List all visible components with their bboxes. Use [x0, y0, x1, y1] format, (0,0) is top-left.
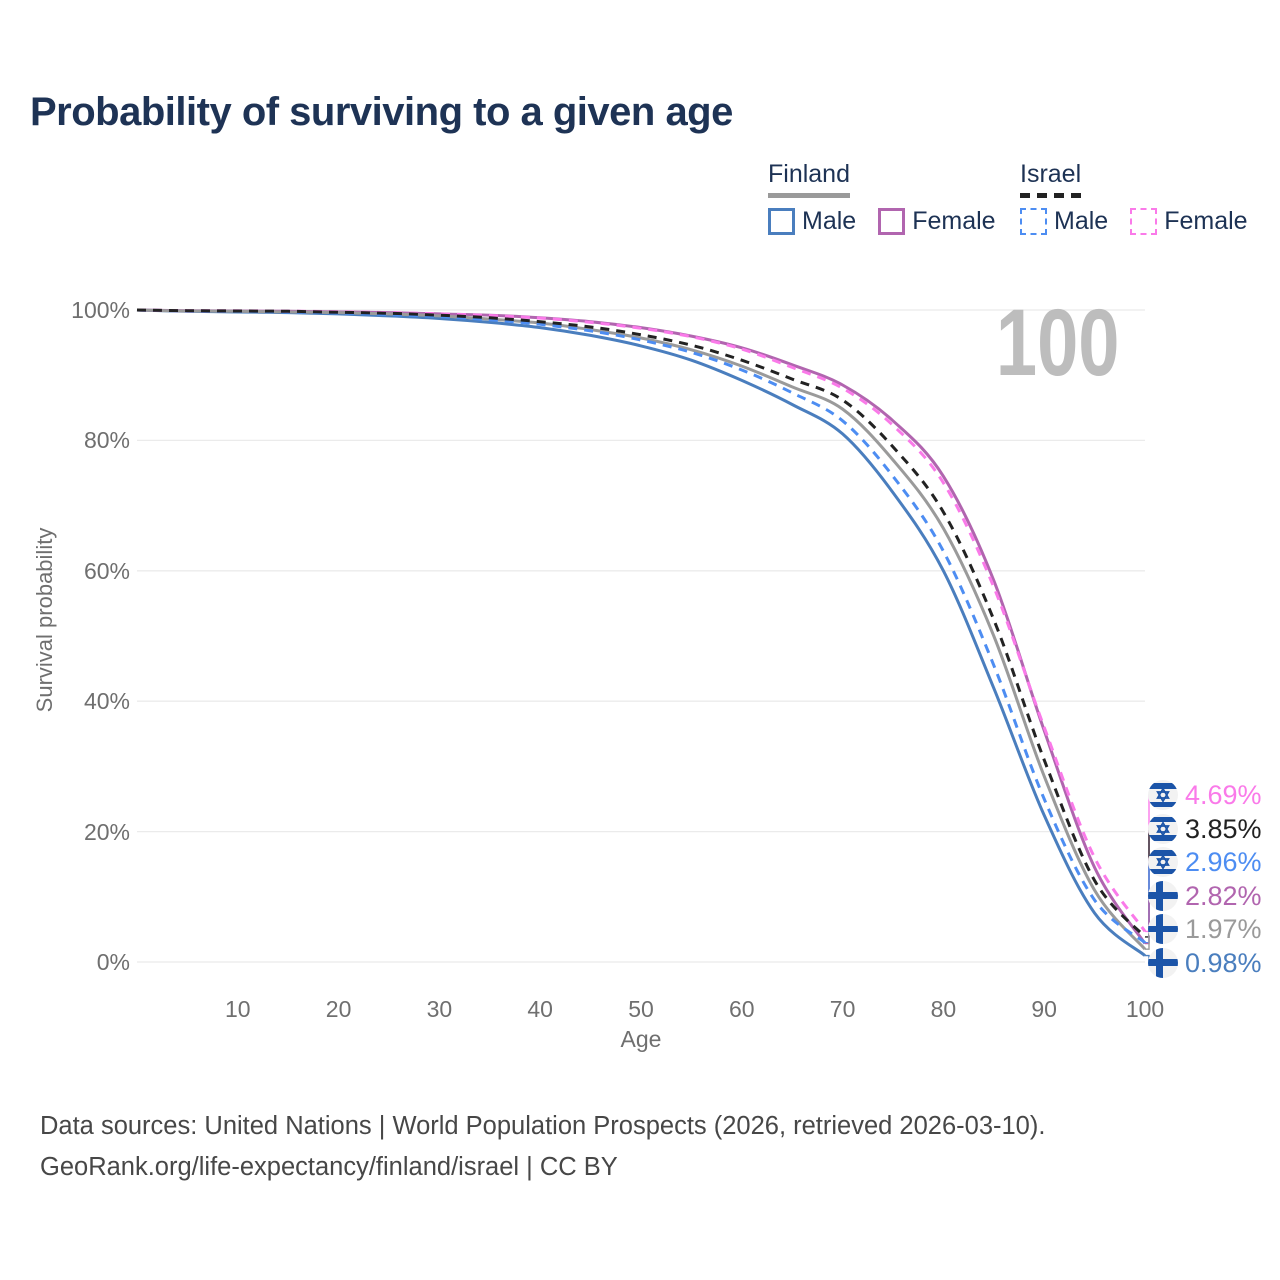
y-axis-title: Survival probability — [32, 527, 57, 713]
end-label-value: 0.98% — [1185, 947, 1262, 978]
legend-item-finland-female[interactable]: Female — [878, 207, 996, 236]
x-tick-label: 40 — [527, 996, 553, 1022]
x-tick-label: 50 — [628, 996, 654, 1022]
finland-flag-icon — [1148, 947, 1178, 978]
end-label-row: 2.96% — [1148, 847, 1262, 877]
curve-finland-female — [136, 308, 1147, 945]
legend-item-label: Female — [912, 207, 996, 235]
end-label-value: 2.96% — [1185, 847, 1262, 877]
legend-group-israel: Israel Male Female — [1020, 160, 1248, 236]
y-tick-label: 100% — [71, 297, 130, 323]
legend-item-label: Male — [1054, 207, 1109, 235]
legend-item-israel-female[interactable]: Female — [1130, 207, 1248, 236]
israel-flag-icon — [1148, 780, 1178, 810]
finland-female-swatch-icon — [878, 208, 906, 235]
x-tick-label: 80 — [930, 996, 957, 1022]
end-label-value: 1.97% — [1185, 914, 1262, 944]
end-label-value: 4.69% — [1185, 780, 1262, 810]
y-tick-label: 40% — [83, 688, 130, 715]
footer-attribution-line: GeoRank.org/life-expectancy/finland/isra… — [40, 1152, 618, 1181]
footer: Data sources: United Nations | World Pop… — [40, 1106, 1045, 1188]
chart-title: Probability of surviving to a given age — [30, 90, 733, 134]
end-label-row: 3.85% — [1148, 813, 1262, 844]
x-tick-label: 10 — [225, 996, 251, 1022]
legend-item-finland-male[interactable]: Male — [768, 207, 856, 236]
x-axis-title: Age — [620, 1026, 662, 1052]
x-tick-label: 60 — [729, 996, 755, 1022]
legend-country-finland: Finland — [768, 160, 850, 198]
israel-flag-icon — [1148, 813, 1178, 844]
curve-israel-female — [136, 308, 1147, 933]
y-tick-label: 0% — [96, 949, 130, 975]
y-tick-label: 20% — [83, 818, 130, 845]
x-tick-label: 30 — [426, 996, 453, 1022]
end-label-value: 2.82% — [1185, 880, 1262, 911]
legend-group-finland: Finland Male Female — [768, 160, 996, 236]
age-watermark: 100 — [996, 290, 1120, 396]
end-label-row: 2.82% — [1148, 880, 1262, 911]
footer-sources-line: Data sources: United Nations | World Pop… — [40, 1112, 1046, 1140]
x-tick-label: 90 — [1031, 996, 1057, 1022]
end-label-row: 1.97% — [1148, 914, 1262, 944]
legend-item-israel-male[interactable]: Male — [1020, 207, 1108, 236]
israel-flag-icon — [1148, 847, 1178, 877]
israel-female-swatch-icon — [1130, 208, 1158, 235]
legend-item-label: Male — [802, 207, 857, 235]
finland-male-swatch-icon — [768, 208, 795, 235]
curve-finland-total — [136, 308, 1147, 951]
x-tick-label: 100 — [1125, 996, 1165, 1022]
y-tick-label: 60% — [83, 557, 130, 584]
curve-israel-total — [136, 308, 1147, 938]
end-label-row: 0.98% — [1148, 947, 1262, 978]
israel-male-swatch-icon — [1020, 208, 1047, 235]
y-tick-label: 80% — [83, 427, 130, 454]
x-tick-label: 70 — [829, 996, 856, 1022]
legend-country-israel: Israel — [1020, 160, 1082, 198]
end-label-row: 4.69% — [1148, 780, 1262, 810]
finland-flag-icon — [1148, 914, 1178, 944]
legend-item-label: Female — [1164, 207, 1248, 235]
end-label-value: 3.85% — [1185, 813, 1262, 844]
finland-flag-icon — [1148, 880, 1178, 911]
x-tick-label: 20 — [325, 996, 352, 1022]
curve-israel-male — [136, 308, 1146, 944]
